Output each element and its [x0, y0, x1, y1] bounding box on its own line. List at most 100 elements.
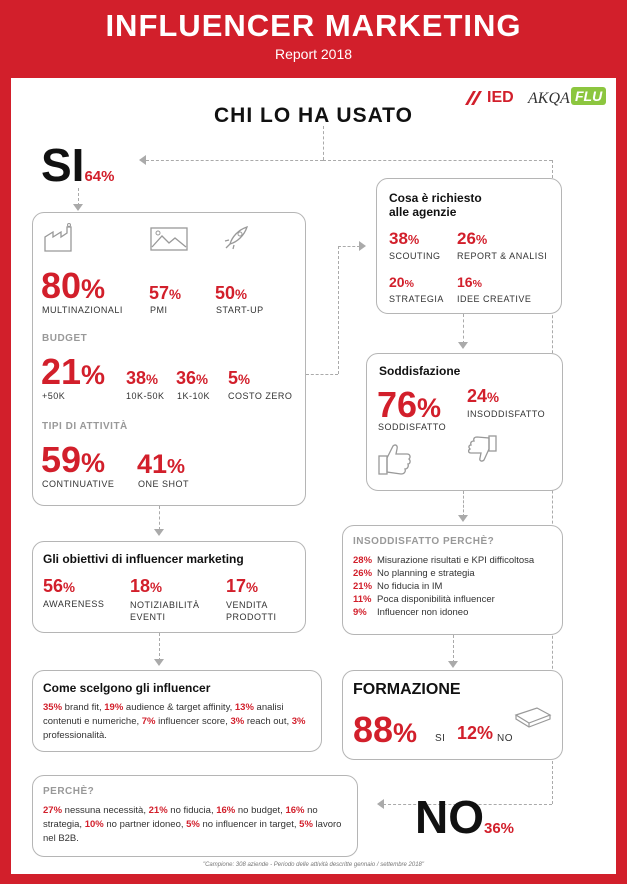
activity-oneshot-value: 41%	[137, 449, 186, 479]
news-value: 18%	[130, 576, 163, 596]
satisfaction-box: Soddisfazione 76% SODDISFATTO 24% INSODD…	[366, 353, 563, 491]
agencies-title: Cosa è richiesto alle agenzie	[389, 191, 482, 219]
choice-title: Come scelgono gli influencer	[43, 681, 211, 695]
thumbs-down-icon	[467, 435, 497, 462]
multinational-label: MULTINAZIONALI	[42, 305, 123, 315]
connector	[463, 491, 464, 517]
why-no-box: PERCHÈ? 27% nessuna necessità, 21% no fi…	[32, 775, 358, 857]
budget-10k50k-value: 38%	[126, 368, 159, 388]
arrow-icon	[377, 799, 384, 809]
arrow-icon	[154, 659, 164, 666]
company-box: 80% MULTINAZIONALI 57% PMI 50% START-UP …	[32, 212, 306, 506]
budget-title: BUDGET	[42, 333, 88, 344]
main-title: CHI LO HA USATO	[214, 104, 413, 127]
connector	[159, 506, 160, 530]
agency-strategy-label: STRATEGIA	[389, 294, 444, 304]
startup-value: 50%	[215, 283, 248, 303]
ied-logo: IED	[463, 88, 514, 108]
why-unsatisfied-box: INSODDISFATTO PERCHÈ? 28% Misurazione ris…	[342, 525, 563, 635]
connector	[146, 160, 323, 161]
arrow-icon	[139, 155, 146, 165]
si-pct: 64%	[84, 168, 115, 185]
flu-logo: FLU	[571, 87, 607, 106]
training-box: FORMAZIONE 88% SI 12% NO	[342, 670, 563, 760]
budget-10k50k-label: 10K-50K	[126, 391, 165, 401]
list-item: 21% No fiducia in IM	[353, 581, 443, 592]
budget-zero-label: COSTO ZERO	[228, 391, 293, 401]
infographic-sheet: IED AKQA FLU CHI LO HA USATO SI64%	[11, 78, 616, 874]
activity-continuous-value: 59%	[41, 439, 106, 480]
objectives-box: Gli obiettivi di influencer marketing 56…	[32, 541, 306, 633]
budget-1k10k-value: 36%	[176, 368, 209, 388]
multinational-value: 80%	[41, 265, 106, 306]
choice-box: Come scelgono gli influencer 35% brand f…	[32, 670, 322, 752]
agency-creative-label: IDEE CREATIVE	[457, 294, 532, 304]
list-item: 26% No planning e strategia	[353, 568, 475, 579]
connector	[463, 314, 464, 344]
agencies-box: Cosa è richiesto alle agenzie 38% SCOUTI…	[376, 178, 562, 314]
objectives-title: Gli obiettivi di influencer marketing	[43, 552, 244, 566]
budget-50k-label: +50K	[42, 391, 66, 401]
connector	[323, 160, 552, 161]
pmi-value: 57%	[149, 283, 182, 303]
satisfied-label: SODDISFATTO	[378, 422, 447, 432]
book-icon	[514, 707, 552, 728]
satisfied-value: 76%	[377, 384, 442, 425]
startup-label: START-UP	[216, 305, 264, 315]
training-no-value: 12%	[457, 723, 494, 743]
training-yes-value: 88%	[353, 709, 418, 750]
news-label: NOTIZIABILITÀ EVENTI	[130, 600, 200, 622]
agency-strategy-value: 20%	[389, 274, 414, 290]
budget-50k-value: 21%	[41, 351, 106, 392]
no-block: NO36%	[415, 790, 514, 844]
pmi-label: PMI	[150, 305, 168, 315]
activity-continuous-label: CONTINUATIVE	[42, 479, 115, 489]
connector	[323, 126, 324, 160]
budget-zero-value: 5%	[228, 368, 251, 388]
why-unsatisfied-list: 28% Misurazione risultati e KPI difficolt…	[353, 554, 558, 619]
sales-value: 17%	[226, 576, 259, 596]
unsatisfied-label: INSODDISFATTO	[467, 409, 546, 419]
arrow-icon	[448, 661, 458, 668]
connector	[306, 374, 338, 375]
no-word: NO	[415, 791, 484, 843]
sales-label: VENDITA PRODOTTI	[226, 600, 277, 622]
budget-1k10k-label: 1K-10K	[177, 391, 211, 401]
landscape-icon	[150, 227, 188, 251]
report-title: INFLUENCER MARKETING	[105, 8, 522, 43]
connector	[78, 188, 79, 206]
connector	[383, 804, 552, 805]
arrow-icon	[73, 204, 83, 211]
choice-text: 35% brand fit, 19% audience & target aff…	[43, 702, 306, 741]
rocket-icon	[224, 225, 249, 250]
akqa-logo: AKQA	[528, 90, 570, 107]
connector	[159, 633, 160, 661]
list-item: 9% Influencer non idoneo	[353, 607, 469, 618]
connector	[453, 635, 454, 663]
ied-mark-icon	[465, 91, 482, 105]
connector	[338, 246, 339, 374]
agency-report-value: 26%	[457, 229, 488, 248]
footnote: "Campione: 308 aziende - Periodo delle a…	[202, 862, 425, 868]
connector	[338, 246, 360, 247]
satisfaction-title: Soddisfazione	[379, 364, 461, 378]
unsatisfied-value: 24%	[467, 386, 500, 406]
agency-report-label: REPORT & ANALISI	[457, 251, 548, 261]
activity-title: TIPI DI ATTIVITÀ	[42, 421, 128, 432]
awareness-value: 56%	[43, 576, 76, 596]
arrow-icon	[458, 342, 468, 349]
factory-icon	[44, 223, 72, 252]
si-word: SI	[41, 139, 85, 191]
agency-scouting-label: SCOUTING	[389, 251, 441, 261]
si-block: SI64%	[41, 138, 115, 192]
agency-creative-value: 16%	[457, 274, 482, 290]
thumbs-up-icon	[378, 444, 411, 475]
agency-scouting-value: 38%	[389, 229, 420, 248]
why-no-text: 27% nessuna necessità, 21% no fiducia, 1…	[43, 805, 342, 844]
why-no-title: PERCHÈ?	[43, 786, 95, 797]
report-subtitle: Report 2018	[274, 46, 353, 62]
arrow-icon	[359, 241, 366, 251]
list-item: 28% Misurazione risultati e KPI difficolt…	[353, 555, 535, 566]
why-unsatisfied-title: INSODDISFATTO PERCHÈ?	[353, 536, 495, 547]
awareness-label: AWARENESS	[43, 599, 105, 609]
